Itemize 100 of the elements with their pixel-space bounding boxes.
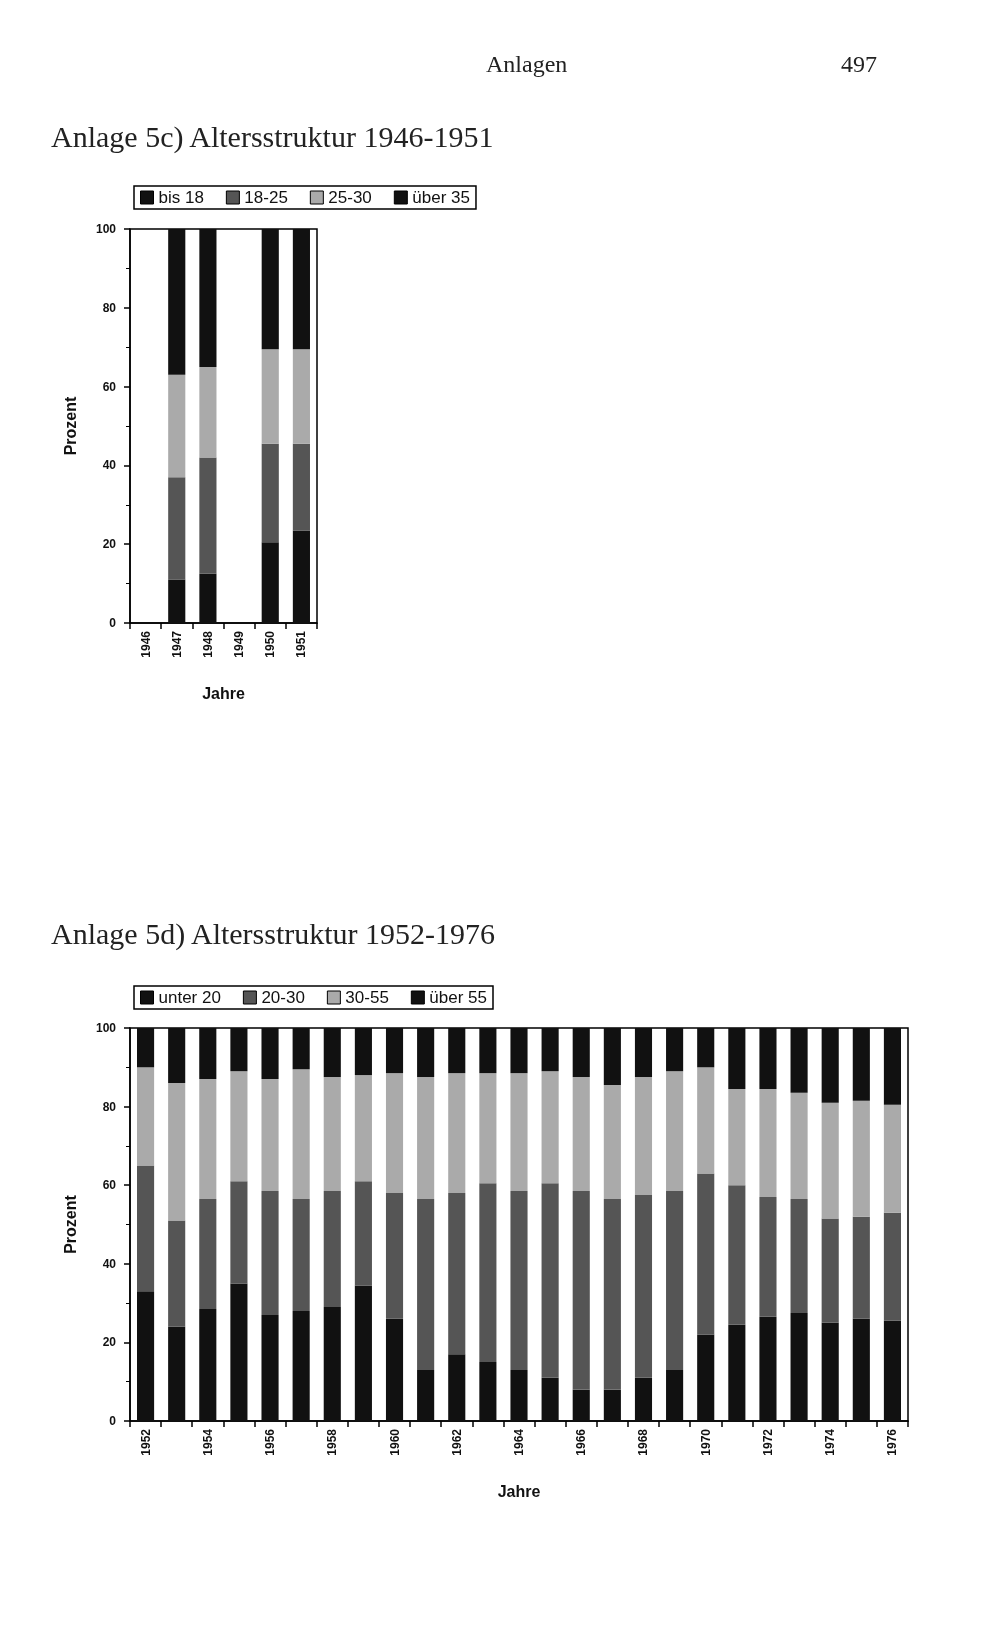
bar: [261, 229, 279, 350]
x-tick-label: 1968: [636, 1428, 651, 1456]
bar: [417, 1028, 435, 1078]
bar: [230, 1181, 248, 1284]
bar: [168, 229, 186, 375]
x-tick-label: 1947: [169, 630, 184, 658]
bar: [510, 1028, 528, 1074]
y-tick-label: 60: [102, 379, 117, 394]
x-tick-label: 1962: [449, 1428, 464, 1456]
y-tick-label: 20: [102, 537, 117, 552]
bar: [323, 1028, 341, 1078]
legend-label: 25-30: [328, 188, 372, 207]
bar: [479, 1362, 497, 1421]
bar: [883, 1104, 901, 1213]
bar: [168, 1220, 186, 1327]
x-tick-label: 1949: [232, 630, 247, 658]
bar: [230, 1071, 248, 1182]
bar: [199, 1308, 217, 1421]
bar: [417, 1077, 435, 1199]
y-tick-label: 0: [109, 616, 117, 630]
x-tick-label: 1951: [294, 630, 309, 658]
bar: [697, 1067, 715, 1174]
x-tick-label: 1952: [138, 1428, 153, 1456]
bar: [510, 1369, 528, 1421]
bar: [728, 1185, 746, 1325]
bar: [261, 1191, 279, 1315]
bar: [230, 1283, 248, 1421]
bar: [292, 1310, 310, 1421]
x-tick-label: 1964: [512, 1428, 526, 1456]
bar: [137, 1028, 155, 1068]
bar: [541, 1183, 559, 1378]
x-tick-label: 1956: [263, 1428, 278, 1456]
bar: [603, 1028, 621, 1085]
bar: [541, 1377, 559, 1421]
bar: [883, 1212, 901, 1321]
bar: [728, 1088, 746, 1186]
x-tick-label: 1950: [263, 630, 278, 658]
bar: [666, 1028, 684, 1072]
bar: [666, 1369, 684, 1421]
bar: [417, 1369, 435, 1421]
bar: [883, 1028, 901, 1105]
bar: [292, 349, 310, 444]
x-tick-label: 1970: [698, 1428, 713, 1456]
bar: [385, 1028, 404, 1074]
y-tick-label: 60: [102, 1178, 117, 1193]
bar: [697, 1173, 715, 1335]
x-tick-label: 1946: [138, 630, 153, 658]
bar: [168, 374, 186, 478]
bar: [230, 1028, 248, 1072]
legend-label: 20-30: [261, 988, 305, 1007]
bar: [697, 1028, 715, 1068]
legend-label: unter 20: [158, 988, 221, 1007]
bar: [261, 443, 279, 543]
bar: [261, 1314, 279, 1421]
bar: [261, 349, 279, 444]
y-axis-title: Prozent: [61, 1194, 79, 1254]
bar: [634, 1377, 653, 1421]
bar: [759, 1028, 777, 1089]
chart-title: Anlage 5c) Altersstruktur 1946-1951: [51, 119, 494, 154]
bar: [292, 229, 310, 350]
bar: [199, 457, 217, 574]
y-tick-label: 40: [102, 458, 117, 473]
bar: [510, 1191, 528, 1370]
bar: [199, 573, 217, 623]
x-tick-label: 1958: [325, 1428, 340, 1456]
bar: [448, 1354, 466, 1421]
bar: [168, 1028, 186, 1084]
bar: [759, 1088, 777, 1197]
bar: [354, 1285, 372, 1421]
bar: [852, 1318, 870, 1421]
bar: [292, 530, 310, 623]
bar: [510, 1073, 528, 1192]
bar: [448, 1028, 466, 1074]
bar: [199, 1198, 217, 1309]
bar: [852, 1100, 870, 1217]
bar: [168, 1083, 186, 1221]
bar: [261, 1079, 279, 1192]
bar: [572, 1077, 590, 1192]
bar: [634, 1077, 653, 1196]
bar: [168, 477, 186, 580]
y-tick-label: 100: [95, 222, 117, 236]
bar: [790, 1198, 808, 1313]
bar: [541, 1071, 559, 1184]
x-tick-label: 1948: [200, 630, 215, 658]
bar: [199, 1079, 217, 1199]
legend-label: 18-25: [244, 188, 288, 207]
bar: [292, 443, 310, 531]
legend-label: 30-55: [345, 988, 389, 1007]
bar: [666, 1071, 684, 1192]
bar: [759, 1196, 777, 1317]
bar: [199, 1028, 217, 1080]
bar: [728, 1028, 746, 1089]
bar: [137, 1165, 155, 1292]
bar: [603, 1389, 621, 1421]
bar: [385, 1193, 404, 1319]
bar: [292, 1028, 310, 1070]
y-tick-label: 80: [102, 300, 117, 315]
y-tick-label: 0: [109, 1414, 117, 1428]
bar: [168, 579, 186, 623]
bar: [479, 1028, 497, 1074]
